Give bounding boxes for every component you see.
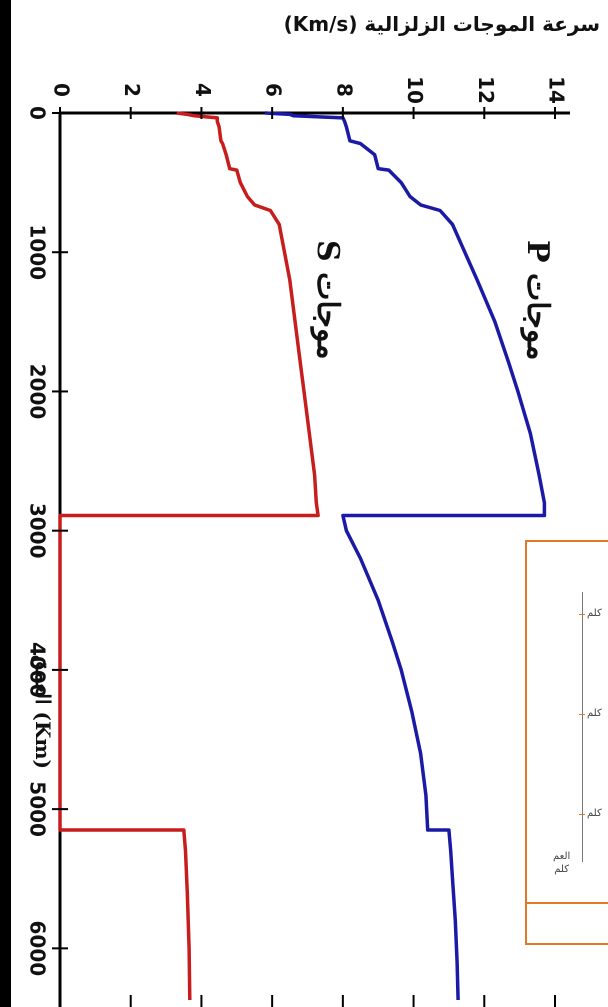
velocity-tick-label: 6 (262, 83, 286, 97)
inset-tick-label: كلم (587, 608, 602, 619)
inset-axis-label: العم كلم (553, 850, 570, 876)
inset-axis-label-2: كلم (554, 864, 570, 875)
left-border (0, 0, 11, 1007)
velocity-tick-label: 14 (545, 76, 569, 104)
inset-panel: كلم كلم كلم العم كلم (525, 540, 608, 945)
depth-tick-label: 1000 (26, 224, 50, 280)
series-line-s-wave (58, 111, 320, 1001)
velocity-tick-label: 8 (332, 83, 356, 97)
depth-tick-label: 2000 (26, 364, 50, 420)
inset-axis-line (582, 592, 583, 862)
depth-tick-label: 5000 (26, 781, 50, 837)
p-wave-label: موجات P (520, 240, 555, 361)
series-line-p-wave (265, 111, 547, 1001)
inset-tickmark (579, 614, 585, 615)
depth-tick-label: 4000 (26, 642, 50, 698)
inset-axis-label-1: العم (553, 851, 571, 862)
velocity-tick-label: 10 (403, 76, 427, 104)
velocity-tick-label: 0 (50, 83, 74, 97)
velocity-tick-label: 2 (120, 83, 144, 97)
depth-tick-label: 6000 (26, 921, 50, 977)
inset-tickmark (579, 714, 585, 715)
velocity-axis-label: سرعة الموجات الزلزالية (Km/s) (283, 12, 600, 36)
depth-tick-label: 3000 (26, 503, 50, 559)
s-wave-label: موجات S (310, 240, 345, 360)
inset-tickmark (579, 814, 585, 815)
inset-tick-label: كلم (587, 808, 602, 819)
velocity-tick-label: 4 (191, 83, 215, 97)
inset-separator (527, 902, 608, 904)
depth-tick-label: 0 (26, 106, 50, 120)
velocity-tick-label: 12 (474, 76, 498, 104)
depth-axis-label: العمق (Km) (31, 655, 55, 769)
inset-tick-label: كلم (587, 708, 602, 719)
